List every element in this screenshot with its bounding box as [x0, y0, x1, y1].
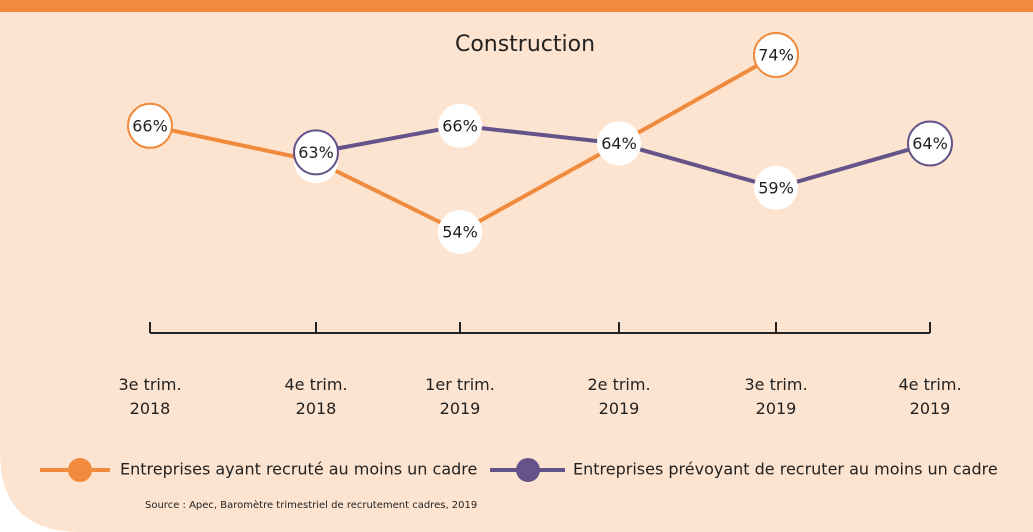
value-label: 59% [758, 178, 794, 197]
legend-marker [516, 458, 540, 482]
value-label: 74% [758, 46, 794, 65]
source: Source : Apec, Baromètre trimestriel de … [145, 499, 477, 511]
value-label: 54% [442, 223, 478, 242]
legend-marker [68, 458, 92, 482]
point [438, 210, 482, 254]
point [293, 129, 339, 176]
background [0, 12, 1033, 532]
chart-title: Construction [455, 32, 595, 57]
value-label: 64% [912, 134, 948, 153]
x-tick-label: 4e trim. 2018 [284, 375, 347, 418]
x-tick-label: 4e trim. 2019 [898, 375, 961, 418]
x-tick-label: 1er trim. 2019 [425, 375, 495, 418]
value-label: 66% [442, 116, 478, 135]
x-tick-label: 2e trim. 2019 [587, 375, 650, 418]
point [907, 120, 953, 167]
legend-label: Entreprises prévoyant de recruter au moi… [573, 460, 998, 479]
x-tick-label: 3e trim. 2019 [744, 375, 807, 418]
point [438, 103, 482, 148]
top-bar [0, 0, 1033, 12]
point [127, 102, 173, 149]
value-label: 66% [132, 116, 168, 135]
point [597, 121, 641, 166]
point [753, 32, 799, 78]
value-label: 64% [601, 134, 637, 153]
value-label: 63% [298, 143, 334, 162]
legend-label: Entreprises ayant recruté au moins un ca… [120, 460, 477, 479]
point [754, 165, 798, 210]
x-tick-label: 3e trim. 2018 [118, 375, 181, 418]
